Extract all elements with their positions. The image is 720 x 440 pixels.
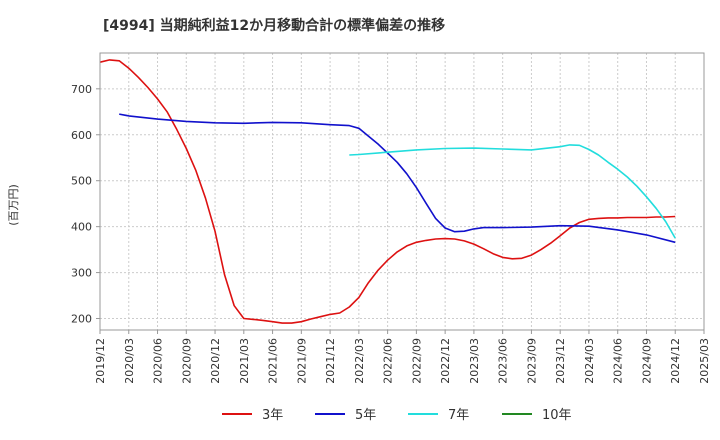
x-tick-label: 2023/09	[525, 338, 538, 384]
x-tick-label: 2021/12	[324, 338, 337, 384]
series-lines	[99, 59, 676, 324]
x-axis-ticks: 2019/12 2020/03 2020/06 2020/09 2020/12 2021/…	[94, 330, 711, 384]
x-tick-label: 2021/06	[267, 338, 280, 384]
y-axis-label: (百万円)	[7, 184, 20, 226]
x-tick-label: 2019/12	[94, 338, 107, 384]
series-line-1	[99, 59, 676, 324]
y-tick-label: 300	[71, 267, 92, 280]
x-tick-label: 2021/09	[295, 338, 308, 384]
x-tick-label: 2022/03	[353, 338, 366, 384]
y-tick-label: 400	[71, 221, 92, 234]
legend-label-4: 10年	[542, 408, 572, 423]
series-line-2	[119, 113, 676, 244]
y-tick-label: 500	[71, 175, 92, 188]
legend-label-1: 3年	[262, 408, 283, 423]
x-tick-label: 2024/06	[612, 338, 625, 384]
x-tick-label: 2025/03	[698, 338, 711, 384]
x-tick-label: 2022/12	[439, 338, 452, 384]
y-axis-ticks: 200 300 400 500 600 700	[71, 83, 100, 326]
x-tick-label: 2023/03	[468, 338, 481, 384]
x-tick-label: 2020/06	[152, 338, 165, 384]
y-tick-label: 600	[71, 129, 92, 142]
x-tick-label: 2024/09	[640, 338, 653, 384]
chart-title: [4994] 当期純利益12か月移動合計の標準偏差の推移	[103, 17, 445, 34]
x-tick-label: 2023/06	[497, 338, 510, 384]
x-tick-label: 2020/12	[209, 338, 222, 384]
series-line-3	[349, 144, 676, 239]
gridlines	[99, 53, 705, 330]
x-tick-label: 2024/03	[583, 338, 596, 384]
legend: 3年 5年 7年 10年	[222, 408, 572, 423]
plot-area-frame	[99, 52, 705, 331]
legend-label-3: 7年	[448, 408, 469, 423]
x-tick-label: 2021/03	[238, 338, 251, 384]
legend-label-2: 5年	[355, 408, 376, 423]
x-tick-label: 2023/12	[554, 338, 567, 384]
y-tick-label: 200	[71, 313, 92, 326]
x-tick-label: 2020/03	[123, 338, 136, 384]
x-tick-label: 2020/09	[180, 338, 193, 384]
x-tick-label: 2024/12	[669, 338, 682, 384]
y-tick-label: 700	[71, 83, 92, 96]
x-tick-label: 2022/06	[382, 338, 395, 384]
x-tick-label: 2022/09	[410, 338, 423, 384]
